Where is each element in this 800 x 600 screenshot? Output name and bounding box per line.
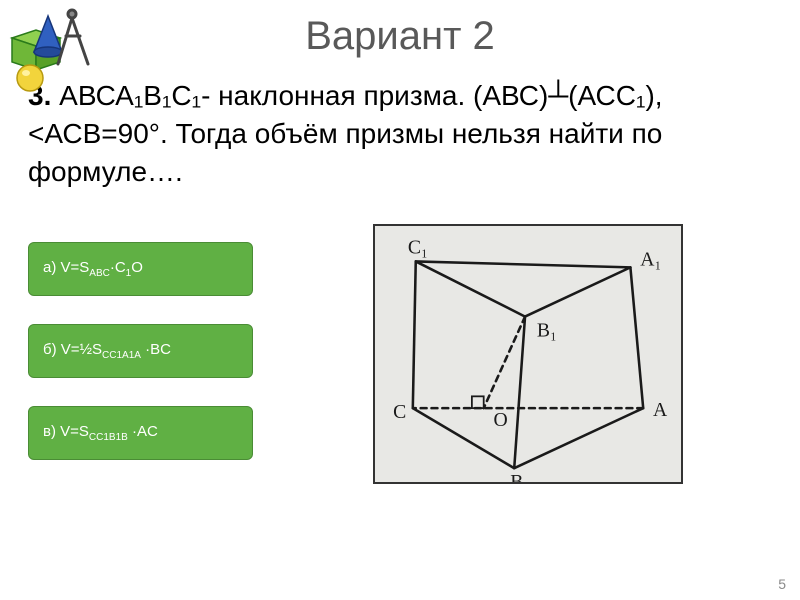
geometry-clipart-icon [6,6,106,96]
svg-text:C: C [393,401,406,423]
page-number: 5 [778,576,786,592]
svg-text:A: A [653,399,668,421]
answer-label: б) V=½SCC1A1A ·BC [43,341,171,363]
svg-text:A₁: A₁ [640,249,661,271]
answer-label: в) V=SCC1B1B ·AC [43,423,158,445]
svg-text:O: O [493,409,507,431]
svg-text:B₁: B₁ [536,320,556,342]
page-title: Вариант 2 [0,0,800,59]
answer-option-b[interactable]: б) V=½SCC1A1A ·BC [28,324,253,378]
sphere [17,65,43,91]
answer-option-a[interactable]: а) V=SABC·C1O [28,242,253,296]
answer-list: а) V=SABC·C1O б) V=½SCC1A1A ·BC в) V=SCC… [28,224,253,484]
prism-diagram: A B C O A₁ B₁ C₁ [373,224,683,484]
answer-option-c[interactable]: в) V=SCC1B1B ·AC [28,406,253,460]
svg-text:B: B [510,471,523,482]
question-text: 3. АВСА₁В₁С₁- наклонная призма. (АВС)┴(А… [0,59,800,200]
svg-text:C₁: C₁ [407,237,427,259]
sphere-highlight [22,70,30,76]
answer-label: а) V=SABC·C1O [43,259,143,281]
compass-icon [58,10,88,64]
question-line1: АВСА₁В₁С₁- наклонная призма. [59,80,465,111]
cone-base [34,47,62,57]
